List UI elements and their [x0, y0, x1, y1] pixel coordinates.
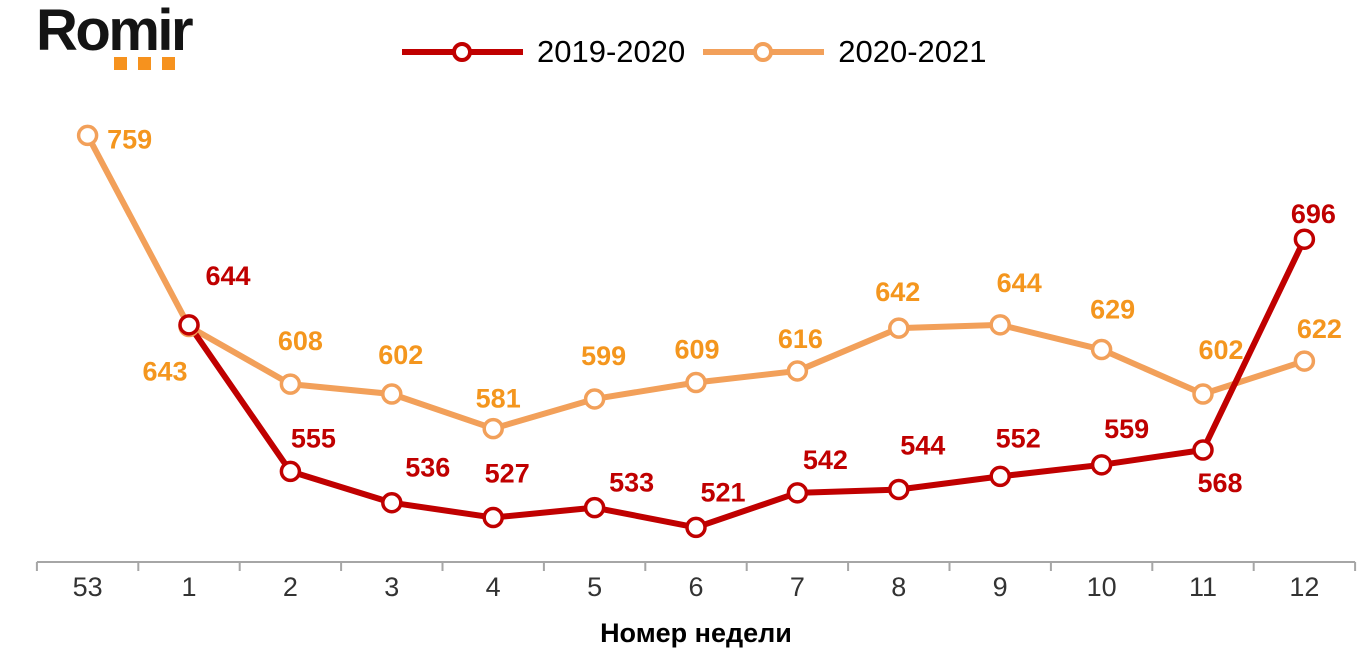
- legend-label: 2019-2020: [537, 34, 686, 69]
- legend-marker-icon: [703, 42, 825, 62]
- data-label-2019-2020: 536: [405, 453, 450, 483]
- legend-item-2019-2020: 2019-2020: [400, 34, 685, 70]
- data-point-marker-2020-2021: [1293, 350, 1316, 372]
- data-label-2020-2021: 581: [476, 384, 521, 414]
- data-label-2020-2021: 599: [581, 341, 626, 371]
- legend-label: 2020-2021: [838, 34, 987, 69]
- data-label-2020-2021: 642: [875, 277, 920, 307]
- data-point-marker-2019-2020: [989, 465, 1011, 488]
- x-tick-label: 2: [283, 572, 298, 602]
- data-label-2019-2020: 544: [900, 431, 945, 461]
- data-label-2019-2020: 542: [803, 445, 848, 475]
- data-point-marker-2020-2021: [279, 373, 302, 395]
- data-point-marker-2019-2020: [1192, 439, 1214, 461]
- logo-dot: [114, 57, 127, 70]
- data-label-2020-2021: 608: [278, 326, 323, 356]
- x-tick-label: 6: [688, 572, 703, 602]
- data-point-marker-2019-2020: [888, 478, 910, 501]
- series-line-2019-2020: [186, 236, 1308, 531]
- romir-logo-dots: [114, 57, 175, 70]
- logo-dot: [162, 57, 175, 70]
- data-point-marker-2019-2020: [1293, 228, 1316, 250]
- data-point-marker-2020-2021: [76, 124, 99, 147]
- data-label-2019-2020: 559: [1104, 414, 1149, 444]
- data-point-marker-2019-2020: [1090, 454, 1113, 476]
- data-label-2019-2020: 552: [996, 423, 1041, 453]
- x-tick-label: 5: [587, 572, 602, 602]
- legend-marker-icon: [402, 42, 523, 62]
- x-tick-label: 7: [790, 572, 805, 602]
- data-point-marker-2019-2020: [786, 482, 809, 504]
- data-point-marker-2019-2020: [178, 314, 200, 336]
- data-label-2020-2021: 629: [1090, 295, 1135, 325]
- logo-dot: [138, 57, 151, 70]
- data-point-marker-2020-2021: [583, 388, 606, 410]
- data-point-marker-2020-2021: [989, 314, 1011, 336]
- romir-logo: Romir: [36, 0, 256, 80]
- data-point-marker-2020-2021: [1090, 338, 1113, 361]
- data-point-marker-2020-2021: [482, 417, 504, 440]
- x-tick-label: 8: [891, 572, 906, 602]
- data-point-marker-2019-2020: [482, 506, 504, 529]
- data-label-2019-2020: 533: [609, 468, 654, 498]
- data-label-2019-2020: 555: [291, 423, 336, 453]
- x-tick-label: 3: [384, 572, 399, 602]
- data-point-marker-2019-2020: [583, 496, 606, 519]
- data-label-2019-2020: 696: [1291, 199, 1336, 229]
- data-label-2020-2021: 616: [778, 324, 823, 354]
- data-label-2020-2021: 643: [142, 356, 187, 386]
- data-label-2020-2021: 609: [674, 334, 719, 364]
- x-tick-label: 12: [1289, 572, 1319, 602]
- data-label-2019-2020: 644: [205, 261, 250, 291]
- x-axis-title: Номер недели: [600, 618, 792, 648]
- romir-logo-text: Romir: [36, 0, 194, 63]
- data-label-2020-2021: 644: [997, 268, 1042, 298]
- x-tick-label: 9: [993, 572, 1008, 602]
- data-point-marker-2020-2021: [381, 383, 403, 405]
- data-point-marker-2020-2021: [888, 317, 910, 339]
- data-label-2020-2021: 622: [1297, 314, 1342, 344]
- x-tick-label: 1: [181, 572, 196, 602]
- data-point-marker-2019-2020: [279, 460, 302, 483]
- data-label-2020-2021: 602: [1198, 335, 1243, 365]
- data-label-2019-2020: 527: [485, 459, 530, 489]
- chart-legend: 2019-2020 2020-2021: [400, 34, 987, 70]
- data-point-marker-2019-2020: [381, 491, 403, 514]
- x-tick-label: 11: [1189, 572, 1217, 602]
- data-point-marker-2019-2020: [685, 516, 707, 539]
- x-tick-label: 4: [486, 572, 501, 602]
- data-label-2019-2020: 568: [1197, 468, 1242, 498]
- data-point-marker-2020-2021: [786, 360, 809, 382]
- legend-item-2020-2021: 2020-2021: [701, 34, 987, 70]
- x-tick-label: 53: [73, 572, 103, 602]
- data-label-2020-2021: 759: [107, 124, 152, 154]
- x-tick-label: 10: [1087, 572, 1117, 602]
- data-point-marker-2020-2021: [1192, 383, 1214, 405]
- data-point-marker-2020-2021: [685, 371, 707, 394]
- data-label-2019-2020: 521: [700, 477, 745, 507]
- data-label-2020-2021: 602: [378, 340, 423, 370]
